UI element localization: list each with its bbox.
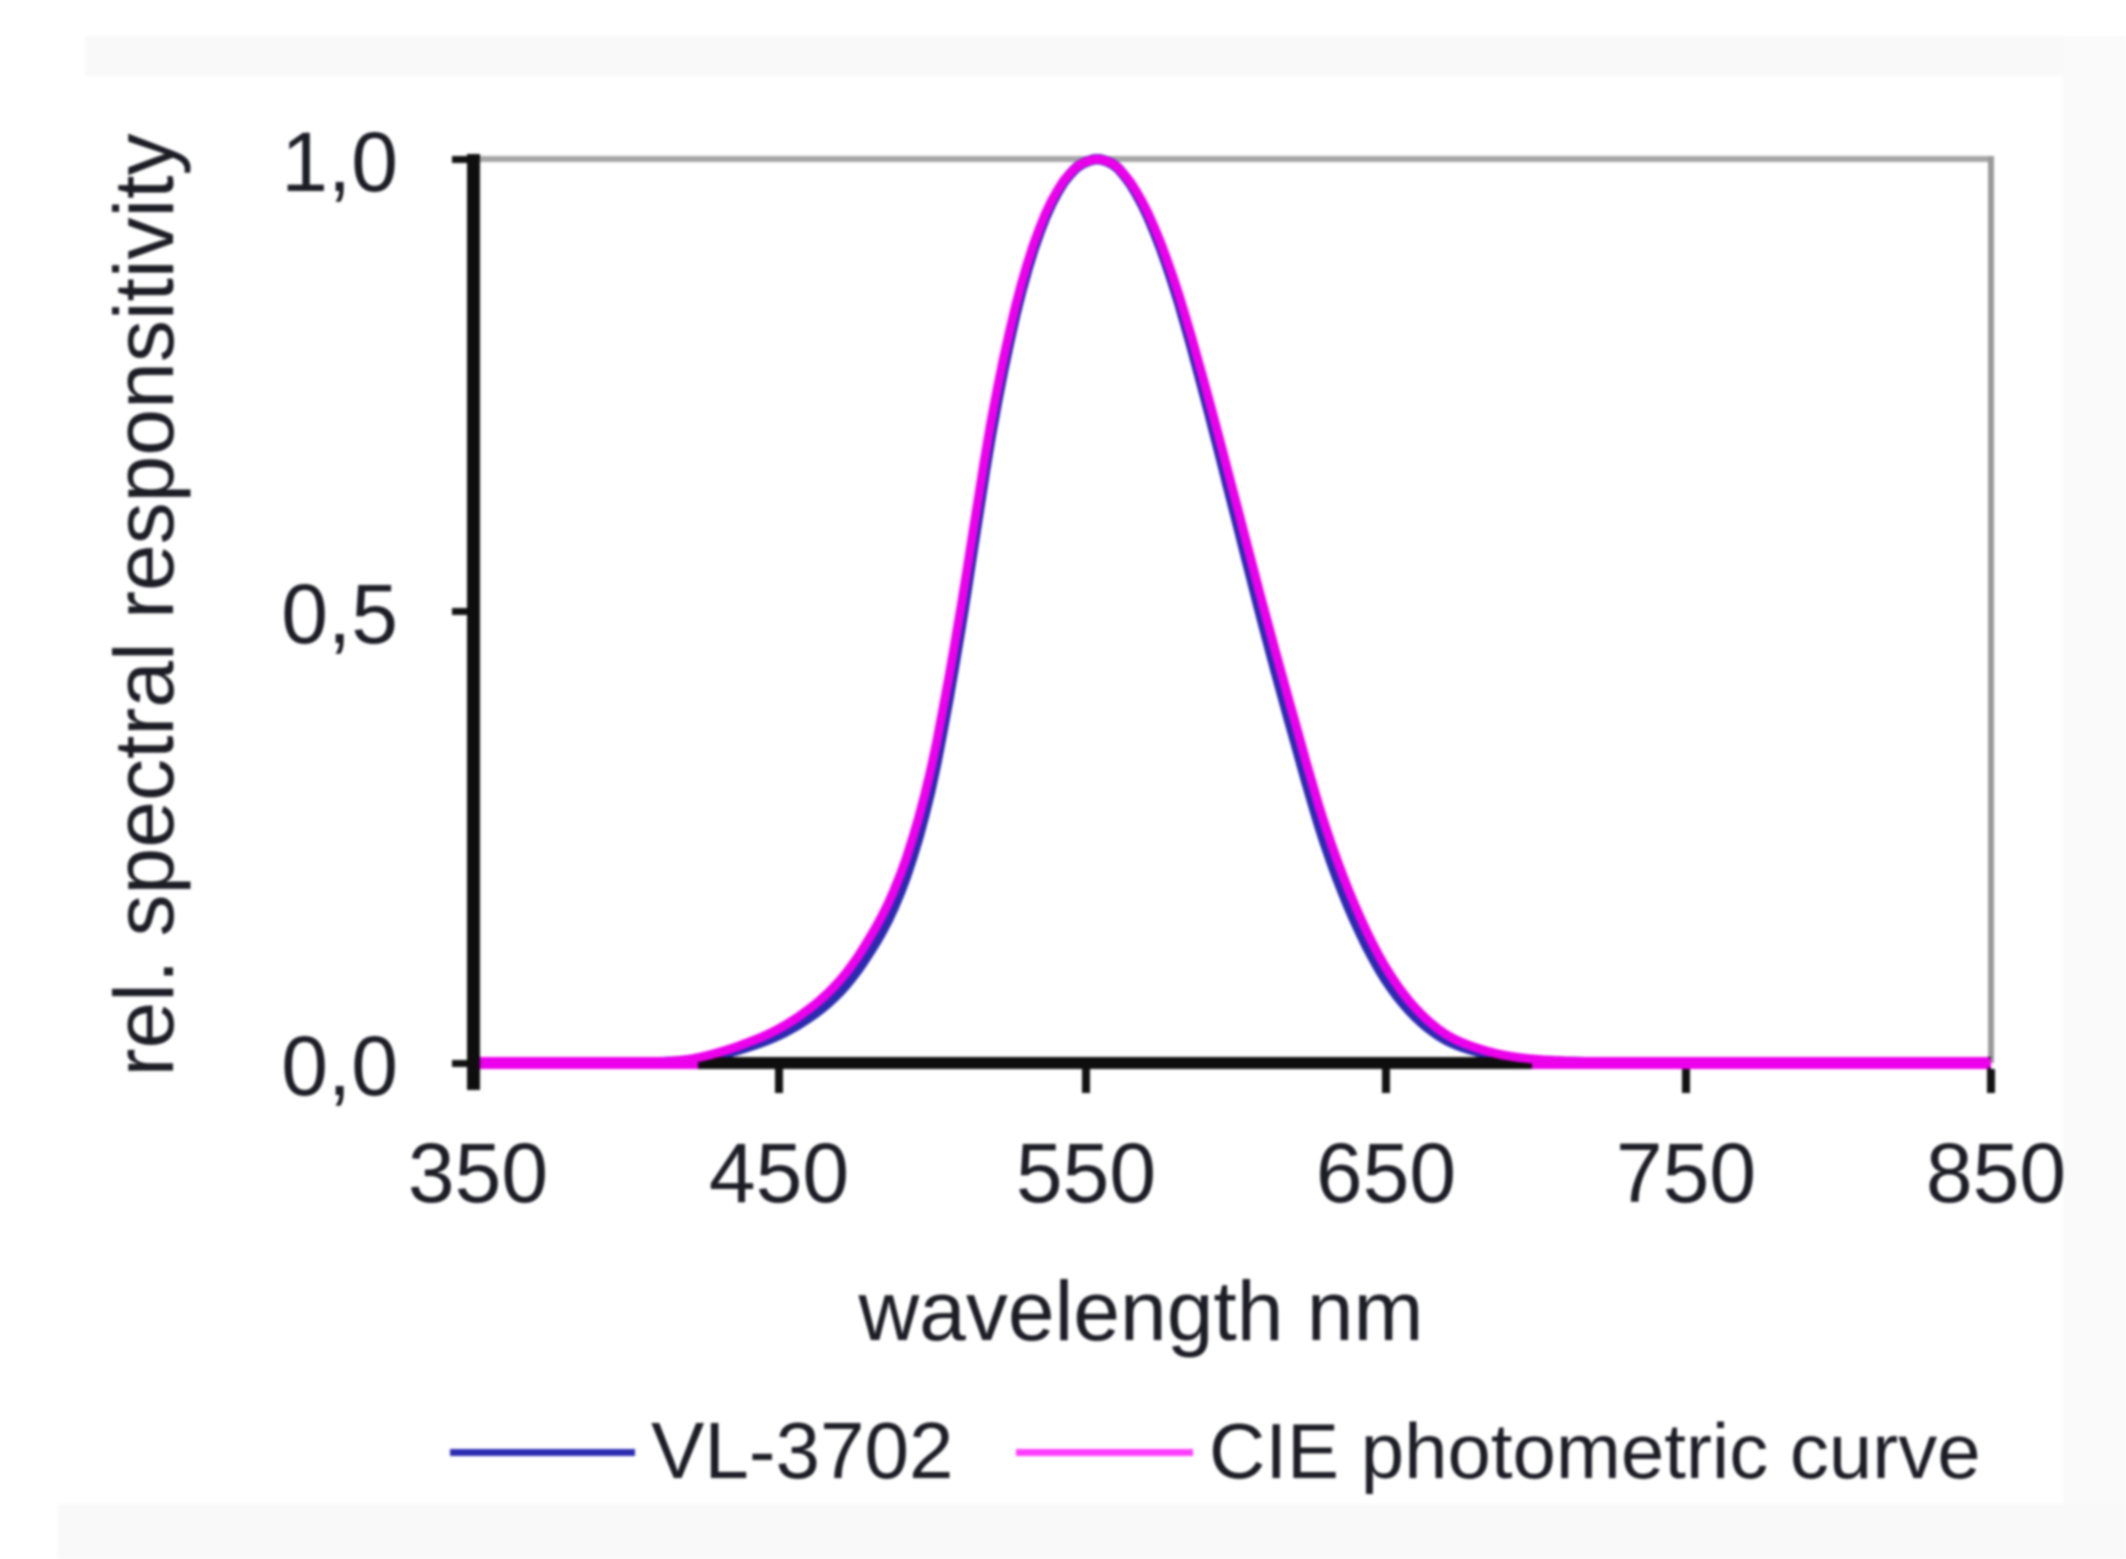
svg-text:wavelength nm: wavelength nm — [858, 1264, 1424, 1358]
svg-text:0,0: 0,0 — [281, 1019, 398, 1113]
svg-text:350: 350 — [408, 1126, 548, 1220]
svg-text:650: 650 — [1316, 1126, 1456, 1220]
svg-text:rel. spectral responsitivity: rel. spectral responsitivity — [97, 134, 191, 1077]
svg-text:VL-3702: VL-3702 — [651, 1406, 953, 1495]
svg-text:850: 850 — [1926, 1126, 2066, 1220]
svg-text:0,5: 0,5 — [281, 567, 398, 661]
svg-text:750: 750 — [1616, 1126, 1756, 1220]
svg-text:550: 550 — [1016, 1126, 1156, 1220]
svg-text:CIE photometric curve: CIE photometric curve — [1209, 1407, 1981, 1495]
svg-text:450: 450 — [709, 1126, 849, 1220]
svg-text:1,0: 1,0 — [281, 115, 398, 209]
